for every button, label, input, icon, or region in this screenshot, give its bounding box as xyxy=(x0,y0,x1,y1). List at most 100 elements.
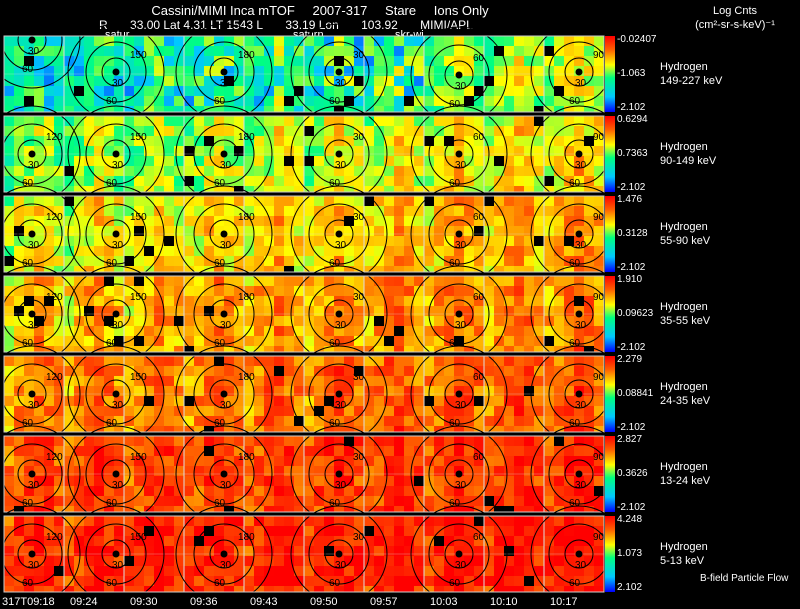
contour-label: 60 xyxy=(106,258,118,269)
pixel xyxy=(364,296,374,306)
pixel xyxy=(384,416,394,426)
pixel xyxy=(84,446,94,456)
pixel xyxy=(174,346,184,352)
pixel xyxy=(184,406,194,416)
contour-label: 60 xyxy=(473,452,485,463)
pixel xyxy=(214,46,224,56)
pixel xyxy=(114,436,124,446)
pixel xyxy=(494,126,504,136)
pixel xyxy=(174,356,184,366)
pixel xyxy=(234,466,244,476)
pixel xyxy=(124,426,134,432)
pixel xyxy=(354,96,364,106)
pixel xyxy=(384,176,394,186)
pixel xyxy=(134,486,144,496)
pixel xyxy=(84,476,94,486)
pixel xyxy=(114,326,124,336)
contour-label: 60 xyxy=(449,498,461,509)
pixel xyxy=(544,366,554,376)
pixel xyxy=(14,116,24,126)
pixel xyxy=(454,136,464,146)
pixel xyxy=(314,556,324,566)
pixel xyxy=(284,566,294,576)
pixel xyxy=(434,106,444,112)
pixel xyxy=(204,46,214,56)
pixel xyxy=(444,276,454,286)
b-field-marker xyxy=(112,230,120,238)
pixel xyxy=(324,66,334,76)
pixel xyxy=(4,336,14,346)
pixel xyxy=(114,86,124,96)
pixel xyxy=(214,246,224,256)
b-field-marker xyxy=(220,310,228,318)
pixel xyxy=(134,536,144,546)
pixel xyxy=(114,206,124,216)
pixel xyxy=(444,166,454,176)
pixel xyxy=(164,46,174,56)
pixel xyxy=(344,516,354,526)
pixel xyxy=(374,276,384,286)
pixel xyxy=(74,536,84,546)
pixel xyxy=(494,516,504,526)
pixel xyxy=(374,386,384,396)
pixel xyxy=(364,526,374,536)
pixel xyxy=(234,176,244,186)
b-field-marker xyxy=(455,230,463,238)
pixel xyxy=(324,586,334,592)
pixel xyxy=(144,36,154,46)
pixel xyxy=(104,556,114,566)
contour-label: 60 xyxy=(214,338,226,349)
pixel xyxy=(64,536,74,546)
pixel xyxy=(464,466,474,476)
pixel xyxy=(124,286,134,296)
pixel xyxy=(354,496,364,506)
contour-label: 60 xyxy=(214,578,226,589)
pixel xyxy=(544,456,554,466)
pixel xyxy=(124,36,134,46)
pixel xyxy=(314,276,324,286)
pixel xyxy=(144,86,154,96)
pixel xyxy=(544,476,554,486)
pixel xyxy=(84,586,94,592)
pixel xyxy=(534,216,544,226)
pixel xyxy=(394,276,404,286)
pixel xyxy=(454,106,464,112)
pixel xyxy=(194,576,204,586)
pixel xyxy=(64,456,74,466)
pixel xyxy=(144,496,154,506)
pixel xyxy=(434,316,444,326)
pixel xyxy=(584,406,594,416)
pixel xyxy=(284,166,294,176)
pixel xyxy=(244,106,254,112)
pixel xyxy=(224,36,234,46)
pixel xyxy=(274,186,284,192)
contour-label: 60 xyxy=(106,578,118,589)
pixel xyxy=(174,116,184,126)
pixel xyxy=(94,236,104,246)
pixel xyxy=(104,376,114,386)
pixel xyxy=(74,156,84,166)
pixel xyxy=(324,166,334,176)
pixel xyxy=(374,426,384,432)
pixel xyxy=(304,206,314,216)
pixel xyxy=(574,326,584,336)
pixel xyxy=(564,256,574,266)
pixel xyxy=(344,576,354,586)
pixel xyxy=(574,366,584,376)
pixel xyxy=(304,526,314,536)
pixel xyxy=(214,206,224,216)
pixel xyxy=(354,296,364,306)
pixel xyxy=(384,516,394,526)
pixel xyxy=(394,186,404,192)
pixel xyxy=(294,86,304,96)
pixel xyxy=(74,566,84,576)
pixel xyxy=(484,556,494,566)
b-field-marker xyxy=(575,390,583,398)
pixel xyxy=(94,276,104,286)
pixel xyxy=(344,176,354,186)
pixel xyxy=(374,586,384,592)
pixel xyxy=(424,436,434,446)
pixel xyxy=(584,436,594,446)
pixel xyxy=(34,56,44,66)
